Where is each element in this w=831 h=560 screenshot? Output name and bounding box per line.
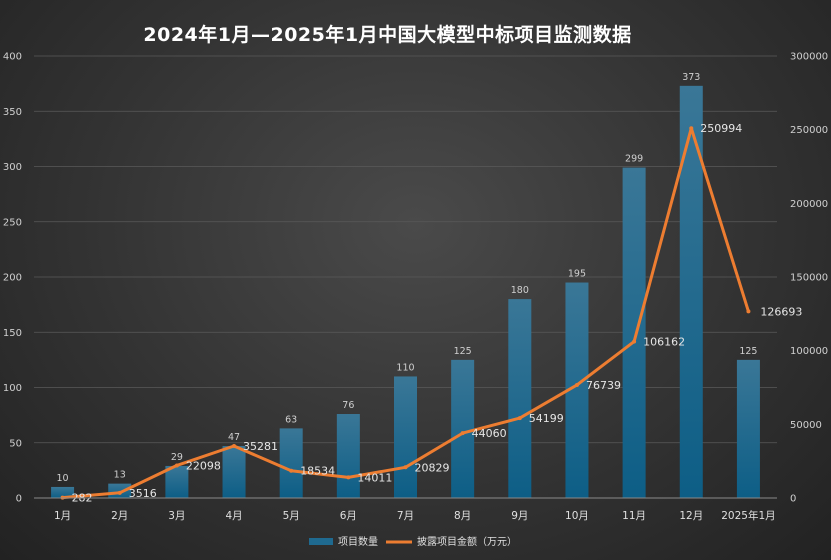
x-tick-label: 11月 <box>622 510 646 522</box>
bar <box>736 359 760 498</box>
line-value-label: 18534 <box>300 465 335 478</box>
bar <box>679 85 703 499</box>
x-tick-label: 8月 <box>454 510 471 522</box>
x-tick-label: 5月 <box>283 510 300 522</box>
x-tick-label: 10月 <box>565 510 589 522</box>
line-value-label: 106162 <box>643 336 685 349</box>
line-point <box>632 339 637 344</box>
line-point <box>689 126 694 131</box>
bar-value-label: 47 <box>228 432 240 443</box>
x-tick-label: 12月 <box>679 510 703 522</box>
y-left-tick-label: 200 <box>3 273 22 284</box>
line-value-label: 76739 <box>586 379 621 392</box>
bar-value-label: 180 <box>511 285 529 296</box>
x-tick-label: 3月 <box>168 510 185 522</box>
bar <box>622 167 646 499</box>
line-value-label: 14011 <box>357 471 392 484</box>
y-left-tick-label: 100 <box>3 383 22 394</box>
x-tick-label: 2025年1月 <box>721 509 775 522</box>
y-left-tick-label: 300 <box>3 162 22 173</box>
bar-value-label: 10 <box>57 473 69 484</box>
bar-value-label: 299 <box>625 154 643 165</box>
y-left-tick-label: 250 <box>3 217 22 228</box>
line-value-label: 54199 <box>529 412 564 425</box>
bar <box>394 376 417 498</box>
y-left-tick-label: 50 <box>9 438 22 449</box>
line-point <box>403 465 408 470</box>
bar-value-label: 195 <box>568 269 586 280</box>
y-right-tick-label: 50000 <box>790 420 822 431</box>
y-right-tick-label: 200000 <box>790 199 828 210</box>
line-point <box>574 382 579 387</box>
bar-value-label: 125 <box>454 346 472 357</box>
line-point <box>117 490 122 495</box>
bar-series: 10 13 29 47 63 76 110 125 180 195 299 373 125 <box>51 72 760 499</box>
y-right-tick-label: 300000 <box>790 52 828 63</box>
line-value-label: 20829 <box>415 461 450 474</box>
bar <box>336 414 360 498</box>
bar <box>451 359 475 498</box>
x-tick-label: 1月 <box>54 510 71 522</box>
line-point <box>517 416 522 421</box>
x-tick-label: 7月 <box>397 510 414 522</box>
bar-value-label: 13 <box>114 470 126 481</box>
y-left-tick-label: 400 <box>3 52 22 63</box>
line-value-label: 126693 <box>760 305 802 318</box>
line-point <box>346 475 351 480</box>
line-point <box>232 444 237 449</box>
bar <box>222 446 246 498</box>
y-right-tick-label: 100000 <box>790 346 828 357</box>
bar <box>565 282 589 498</box>
line-series: 282 3516220983528118534140112082944060541… <box>60 122 802 505</box>
bar-value-label: 125 <box>739 346 757 357</box>
legend-line-label: 披露项目金额（万元） <box>417 535 517 548</box>
line-point <box>746 309 751 314</box>
x-tick-label: 4月 <box>225 510 242 522</box>
line-point <box>460 431 465 436</box>
bar-value-label: 63 <box>285 414 297 425</box>
y-right-tick-label: 150000 <box>790 273 828 284</box>
y-left-tick-label: 0 <box>16 494 22 505</box>
bar-value-label: 373 <box>682 72 700 83</box>
chart-title: 2024年1月—2025年1月中国大模型中标项目监测数据 <box>143 24 632 46</box>
line-value-label: 3516 <box>129 487 157 500</box>
y-right-tick-label: 0 <box>790 494 796 505</box>
y-left-tick-label: 150 <box>3 328 22 339</box>
bar-value-label: 110 <box>396 362 414 373</box>
bar-value-label: 76 <box>342 400 354 411</box>
x-tick-label: 2月 <box>111 510 128 522</box>
line-value-label: 44060 <box>472 427 507 440</box>
legend: 项目数量 披露项目金额（万元） <box>309 535 517 548</box>
legend-bar-label: 项目数量 <box>338 535 378 548</box>
bar-value-label: 29 <box>171 452 183 463</box>
y-right-tick-label: 250000 <box>790 125 828 136</box>
legend-bar-swatch <box>309 538 333 545</box>
line-value-label: 35281 <box>243 440 278 453</box>
y-left-tick-label: 350 <box>3 107 22 118</box>
x-tick-label: 9月 <box>511 510 528 522</box>
axes: 0 50 100 150 200 250 300 350 400 0 50000 100000 1500… <box>3 52 828 523</box>
line-value-label: 22098 <box>186 459 221 472</box>
line-point <box>289 468 294 473</box>
line-point <box>174 463 179 468</box>
x-tick-label: 6月 <box>340 510 357 522</box>
bar <box>508 299 532 498</box>
line-value-label: 250994 <box>700 122 742 135</box>
bar <box>165 465 189 498</box>
bar <box>51 486 75 498</box>
bar <box>279 428 303 498</box>
